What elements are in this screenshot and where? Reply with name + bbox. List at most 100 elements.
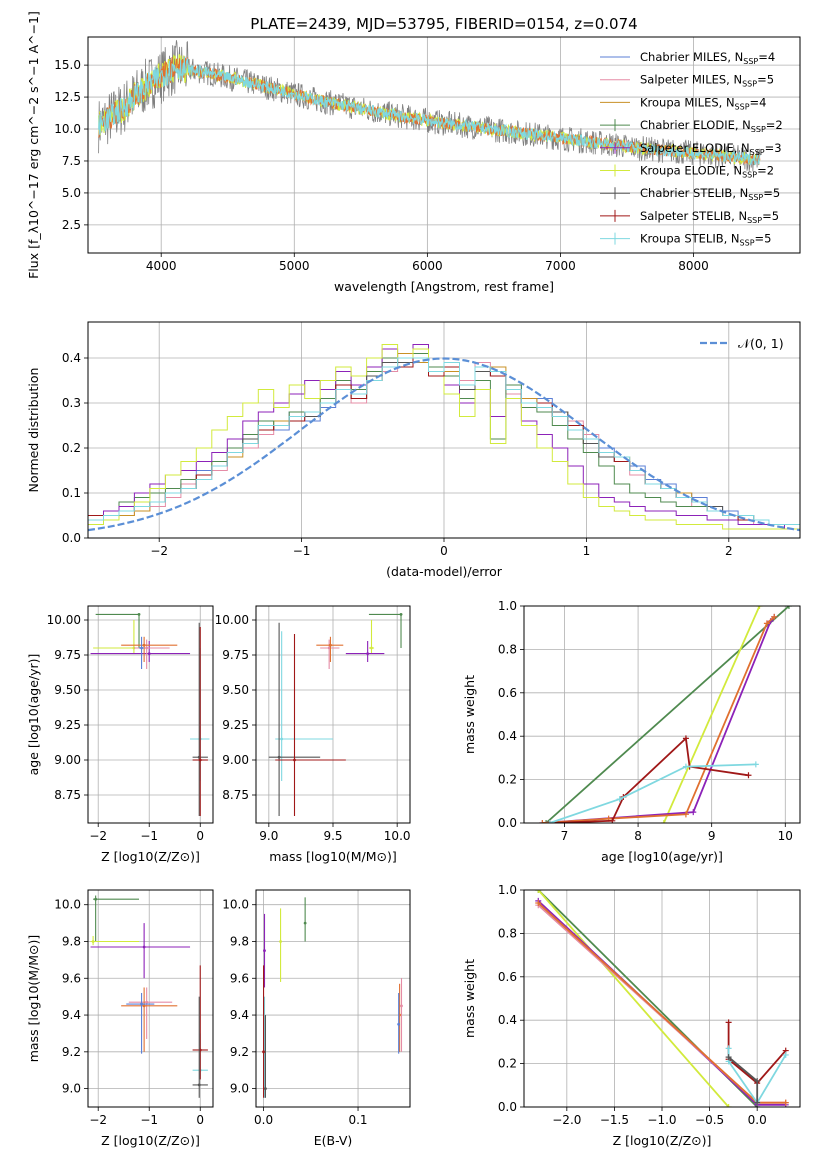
x-axis-label: (data-model)/error xyxy=(386,564,503,579)
cumulative-line-chabrier_elodie xyxy=(545,606,790,823)
marker-chabrier_stelib xyxy=(754,1099,761,1106)
x-tick-label: 4000 xyxy=(146,259,177,273)
x-tick-label: 0.0 xyxy=(748,1113,767,1127)
point-chabrier_elodie xyxy=(94,897,98,901)
legend-subscript: SSP xyxy=(742,80,757,89)
x-axis-label: E(B-V) xyxy=(314,1133,353,1148)
y-tick-label: 9.50 xyxy=(222,683,249,697)
point-chabrier_miles xyxy=(140,1002,143,1006)
y-tick-label: 9.6 xyxy=(230,971,249,985)
plot-area-spectrum xyxy=(98,40,761,172)
y-tick-label: 0.6 xyxy=(498,970,517,984)
chart-residuals: −2 −1 0 1 2 0.0 0.1 0.2 0.3 0.4 (data-model)/error… xyxy=(26,321,801,579)
y-tick-label: 0.8 xyxy=(498,642,517,656)
y-tick-label: 9.75 xyxy=(54,648,81,662)
axes-frame xyxy=(523,889,801,1108)
y-tick-label: 9.00 xyxy=(54,753,81,767)
legend-label: Kroupa MILES, NSSP=4 xyxy=(640,95,766,111)
legend-label: Chabrier MILES, NSSP=4 xyxy=(640,50,775,66)
y-tick-label: 9.2 xyxy=(230,1045,249,1059)
point-salpeter_miles xyxy=(400,1004,403,1008)
y-tick-label: 10.0 xyxy=(54,898,81,912)
cumulative-line-salpeter_stelib xyxy=(549,736,749,823)
y-tick-label: 12.5 xyxy=(54,90,81,104)
legend-name: Chabrier MILES, N xyxy=(640,50,743,64)
legend-label: 𝒩(0, 1) xyxy=(738,336,784,351)
y-axis-label: mass weight xyxy=(462,675,477,754)
legend-name: Salpeter ELODIE, N xyxy=(640,141,750,155)
y-tick-label: 9.0 xyxy=(62,1082,81,1096)
axes-frame xyxy=(523,605,801,824)
point-salpeter_miles xyxy=(327,646,331,650)
x-axis-label: Z [log10(Z/Z⊙)] xyxy=(613,1133,712,1148)
marker-salpeter_elodie xyxy=(690,809,697,816)
y-tick-label: 7.5 xyxy=(62,154,81,168)
y-tick-label: 15.0 xyxy=(54,58,81,72)
y-tick-label: 9.8 xyxy=(62,934,81,948)
x-tick-label: −2 xyxy=(89,1113,107,1127)
y-tick-label: 8.75 xyxy=(54,788,81,802)
legend-nssp: =5 xyxy=(763,186,780,200)
marker-model_orange xyxy=(763,620,770,627)
plot-area-mass_vs_ebv xyxy=(262,897,403,1098)
y-tick-label: 1.0 xyxy=(498,883,517,897)
axes-frame xyxy=(87,605,214,824)
cumulative-line-kroupa_stelib xyxy=(549,763,756,823)
legend-label: Chabrier STELIB, NSSP=5 xyxy=(640,186,780,202)
chart-age_vs_z: −2 −1 0 8.75 9.00 9.25 9.50 9.75 10.00 Z [log10(Z… xyxy=(26,605,214,864)
x-tick-label: 0 xyxy=(440,544,448,558)
legend-nssp: =4 xyxy=(758,50,775,64)
marker-kroupa_elodie xyxy=(725,1104,732,1107)
x-tick-label: −1 xyxy=(140,829,158,843)
y-tick-label: 8.75 xyxy=(222,788,249,802)
marker-chabrier_stelib xyxy=(754,1077,761,1084)
x-tick-label: 0.1 xyxy=(348,1113,367,1127)
x-tick-label: 7 xyxy=(561,829,569,843)
y-tick-label: 10.00 xyxy=(47,613,81,627)
point-kroupa_stelib xyxy=(280,737,284,741)
y-axis-label: age [log10(age/yr)] xyxy=(26,654,41,776)
x-tick-label: 9.5 xyxy=(323,829,342,843)
x-axis-label: Z [log10(Z/Z⊙)] xyxy=(101,849,200,864)
y-axis-label: Flux [f_λ10^−17 erg cm^−2 s^−1 A^−1] xyxy=(26,11,41,279)
legend-label: Salpeter MILES, NSSP=5 xyxy=(640,73,774,89)
legend-nssp: =3 xyxy=(765,141,782,155)
x-tick-label: −2 xyxy=(150,544,168,558)
chart-cum_z: −2.0 −1.5 −1.0 −0.5 0.0 0.0 0.2 0.4 0.6 0.8 1.0 Z [… xyxy=(462,883,801,1148)
legend-nssp: =2 xyxy=(766,118,783,132)
histogram-salpeter_elodie xyxy=(88,344,800,538)
marker-model_orange xyxy=(535,900,542,907)
legend-nssp: =2 xyxy=(757,164,774,178)
chart-age_vs_mass: 9.0 9.5 10.0 8.75 9.00 9.25 9.50 9.75 10.00 mass … xyxy=(215,605,411,864)
legend-label: Kroupa ELODIE, NSSP=2 xyxy=(640,164,774,180)
point-chabrier_stelib xyxy=(264,1087,267,1091)
x-tick-label: −2.0 xyxy=(552,1113,581,1127)
cumulative-line-salpeter_elodie xyxy=(542,616,775,823)
y-tick-label: 9.75 xyxy=(222,648,249,662)
legend-name: Salpeter STELIB, N xyxy=(640,209,747,223)
point-salpeter_miles xyxy=(145,1000,149,1004)
chart-mass_vs_z: −2 −1 0 9.0 9.2 9.4 9.6 9.8 10.0 Z [log10(Z/Z⊙)] m… xyxy=(26,889,214,1148)
cumulative-line-kroupa_elodie xyxy=(537,890,730,1107)
legend-subscript: SSP xyxy=(735,102,750,111)
marker-kroupa_stelib xyxy=(616,796,623,803)
y-tick-label: 0.2 xyxy=(498,1057,517,1071)
legend-nssp: =5 xyxy=(757,73,774,87)
point-kroupa_elodie xyxy=(279,940,282,943)
point-chabrier_elodie xyxy=(303,921,307,925)
plot-area-residuals xyxy=(88,344,800,538)
point-salpeter_elodie xyxy=(263,949,266,953)
x-tick-label: 0 xyxy=(196,1113,204,1127)
x-tick-label: 7000 xyxy=(545,259,576,273)
y-tick-label: 9.6 xyxy=(62,971,81,985)
marker-salpeter_stelib xyxy=(682,735,689,742)
point-model_orange xyxy=(142,643,146,647)
x-axis-label: wavelength [Angstrom, rest frame] xyxy=(334,279,554,294)
marker-kroupa_stelib xyxy=(752,761,759,768)
legend-name: Salpeter MILES, N xyxy=(640,73,742,87)
point-chabrier_stelib xyxy=(197,1083,201,1087)
point-chabrier_miles xyxy=(140,646,143,650)
point-salpeter_elodie xyxy=(366,652,370,655)
axes-frame xyxy=(87,36,801,254)
legend-name: Kroupa ELODIE, N xyxy=(640,164,742,178)
